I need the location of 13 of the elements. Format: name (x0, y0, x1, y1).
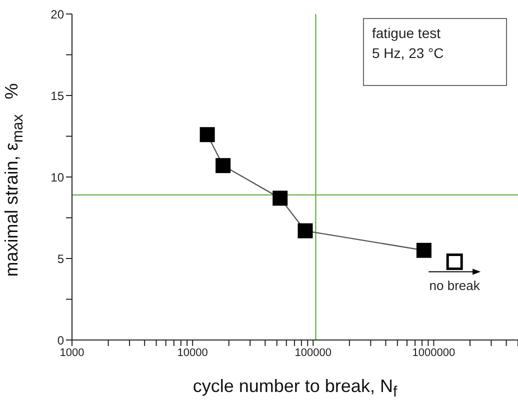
y-tick-label: 15 (50, 88, 64, 103)
x-tick-label: 1000 (60, 346, 84, 359)
annotation: fatigue test (372, 24, 442, 43)
x-axis-title: cycle number to break, N$_{f}$ (192, 376, 398, 401)
x-tick-label: 100000 (294, 346, 332, 359)
y-tick-label: 20 (50, 7, 64, 22)
x-tick-label: 1000000 (412, 346, 456, 359)
annotation: no break (429, 278, 480, 293)
y-tick-label: 10 (50, 170, 64, 184)
x-tick-label: 10000 (177, 346, 208, 359)
y-tick-label: 0 (57, 333, 64, 348)
y-tick-label: 5 (57, 252, 64, 266)
annotation: 5 Hz, 23 °C (372, 44, 445, 63)
